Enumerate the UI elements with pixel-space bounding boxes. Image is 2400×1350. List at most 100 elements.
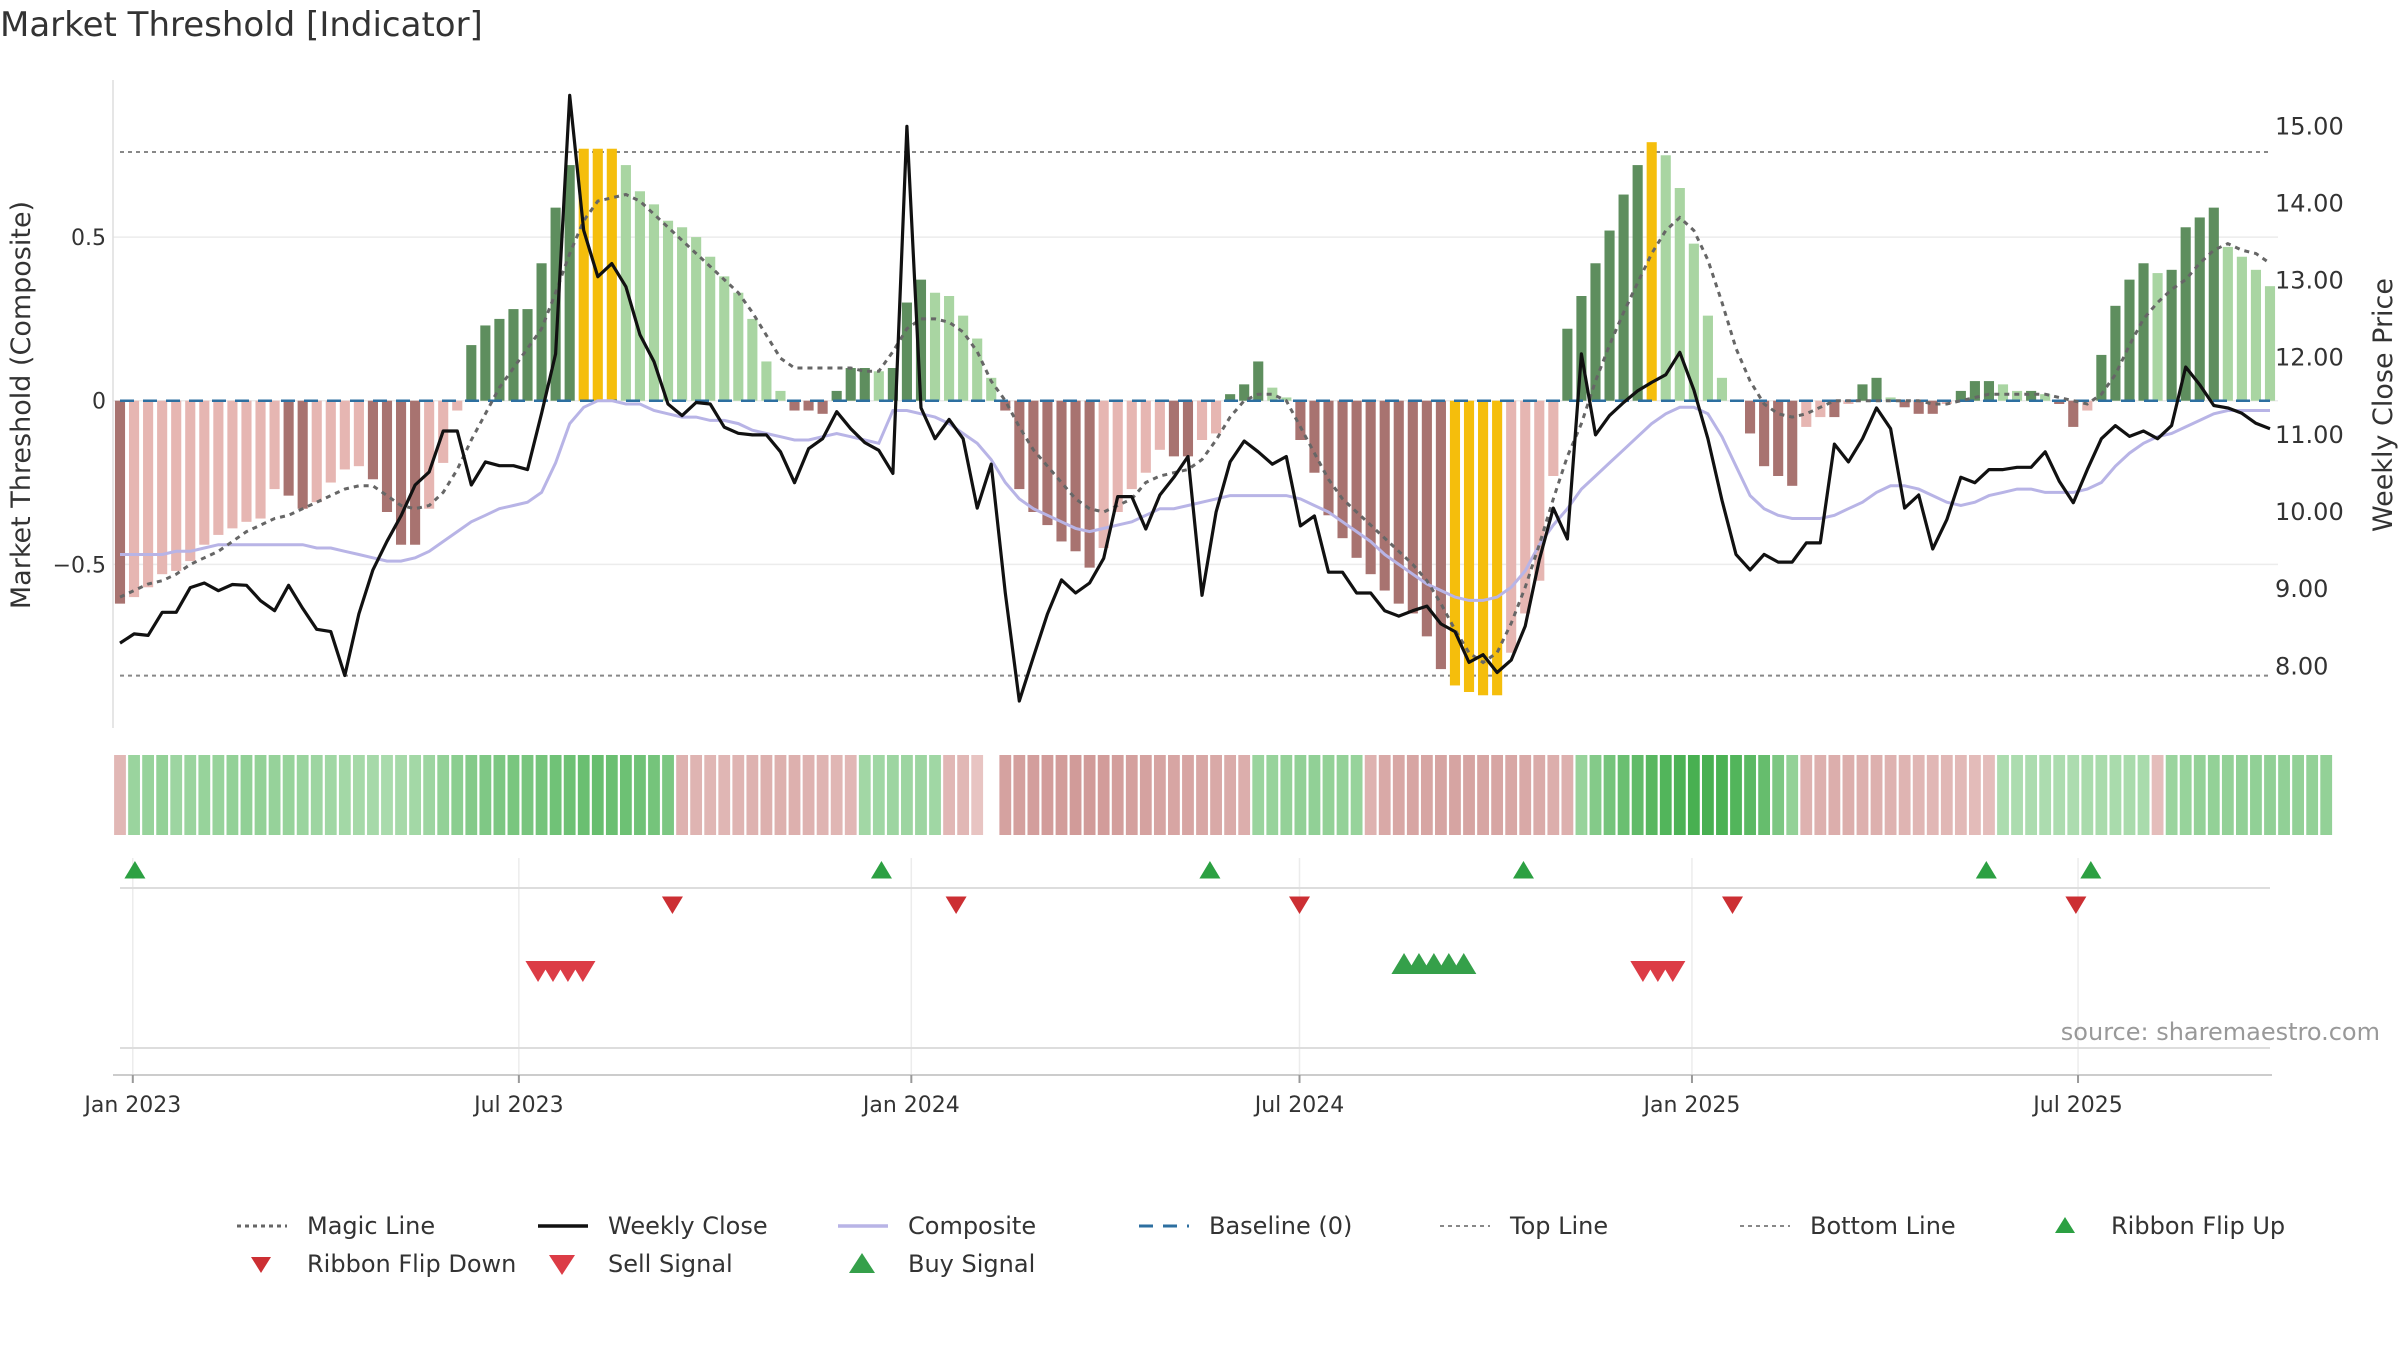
ribbon-cell [2039,755,2052,835]
ribbon-cell [493,755,506,835]
histogram-bar [2040,394,2051,401]
histogram-bar [367,400,378,480]
ribbon-cell [1505,755,1518,835]
ribbon-cell [746,755,759,835]
histogram-bar [2026,390,2037,401]
histogram-bar [1421,400,1432,637]
ribbon-cell [1589,755,1602,835]
right-tick-label: 13.00 [2275,267,2344,295]
ribbon-cell [423,755,436,835]
ribbon-cell [1013,755,1026,835]
ribbon-cell [1210,755,1222,835]
legend-label-flipdown: Ribbon Flip Down [307,1250,516,1278]
histogram-bar [2180,227,2191,401]
ribbon-cell [1224,755,1237,835]
histogram-bar [1759,400,1770,467]
ribbon-cell [198,755,211,835]
ribbon-cell [451,755,464,835]
histogram-bar [1042,400,1053,526]
ribbon-cell [170,755,183,835]
ribbon-cell [1266,755,1279,835]
ribbon-cell [1491,755,1504,835]
histogram-bar [1885,397,1896,401]
ribbon-cell [1687,755,1700,835]
ribbon-cell [1730,755,1742,835]
histogram-bar [1913,400,1924,414]
histogram-bar [859,368,870,401]
histogram-bar [1590,263,1601,401]
histogram-bar [241,400,252,522]
ribbon-flip-down-marker [1722,896,1743,914]
ribbon-cell [1139,755,1152,835]
ribbon-cell [268,755,281,835]
histogram-bar [339,400,350,470]
histogram-bar [494,318,505,401]
histogram-bar [1084,400,1095,568]
histogram-bar [1309,400,1320,473]
right-tick-label: 12.00 [2275,344,2344,372]
ribbon-cell [999,755,1012,835]
histogram-bar [2138,263,2149,401]
histogram-bar [2222,246,2233,401]
histogram-bar [1267,387,1278,401]
x-tick-label: Jul 2025 [2031,1093,2123,1118]
left-tick-label: −0.5 [53,553,106,578]
histogram-bar [761,361,772,401]
ribbon-cell [1153,755,1166,835]
ribbon-cell [1055,755,1068,835]
histogram-bar [2124,279,2135,401]
histogram-bar [1871,377,1882,401]
ribbon-cell [830,755,843,835]
histogram-bar [2054,400,2065,404]
histogram-bar [2264,286,2276,401]
ribbon-cell [1772,755,1785,835]
histogram-bar [1899,400,1910,408]
ribbon-flip-down-marker [2065,896,2087,914]
histogram-bar [2012,390,2023,401]
ribbon-cell [872,755,885,835]
histogram-bar [1211,400,1222,434]
right-axis-label: Weekly Close Price [2368,278,2399,532]
ribbon-cell [2165,755,2178,835]
ribbon-cell [2179,755,2192,835]
ribbon-cell [648,755,660,835]
legend-label-close: Weekly Close [608,1212,768,1240]
ribbon-cell [296,755,309,835]
histogram-bar [255,400,266,519]
ribbon-cell [1378,755,1391,835]
ribbon-cell [1280,755,1293,835]
legend-swatch-buy [849,1253,875,1273]
ribbon-cell [1940,755,1953,835]
ribbon-flip-up-marker [1199,861,1221,879]
histogram-bar [1604,230,1615,401]
histogram-bar [395,400,407,545]
ribbon-flip-down-marker [945,896,967,914]
ribbon-cell [732,755,745,835]
ribbon-cell [1364,755,1377,835]
left-axis-ticks: 0.5 0 −0.5 [53,226,106,578]
ribbon-cell [352,755,365,835]
histogram-bar [452,400,463,411]
legend-label-magic: Magic Line [307,1212,435,1240]
histogram-bar [1997,384,2009,401]
histogram-bar [972,338,983,401]
histogram-bar [1562,328,1573,401]
histogram-bar [775,390,786,401]
ribbon-cell [156,755,169,835]
ribbon-cell [465,755,478,835]
x-tick-label: Jul 2023 [472,1093,564,1118]
ribbon-cell [1350,755,1363,835]
ribbon-cell [774,755,787,835]
ribbon-cell [591,755,604,835]
histogram-bar [1056,400,1067,542]
histogram-bar [1660,155,1671,401]
ribbon-cell [886,755,899,835]
histogram-bar [213,400,224,535]
histogram-bar [986,377,997,401]
histogram-bar [1773,400,1784,476]
histogram-bar [2096,354,2107,401]
histogram-bar [1941,400,1952,404]
right-tick-label: 11.00 [2275,421,2344,449]
histogram-bar [1379,400,1390,591]
histogram-bar [606,148,617,401]
